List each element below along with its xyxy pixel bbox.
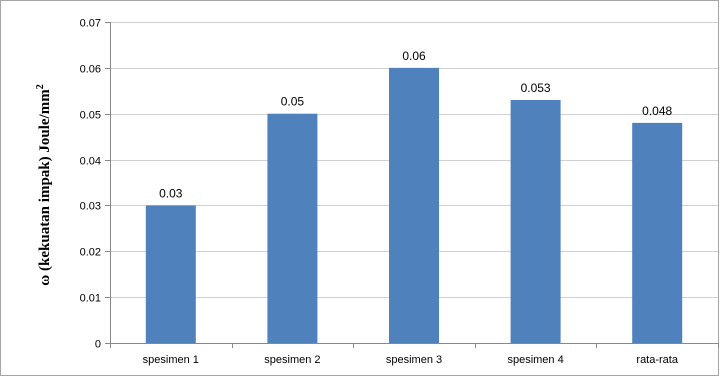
y-tick-label: 0.04 bbox=[80, 156, 101, 168]
y-tick-label: 0 bbox=[95, 339, 101, 351]
y-tick-label: 0.03 bbox=[80, 201, 101, 213]
data-label: 0.06 bbox=[402, 49, 426, 63]
bar bbox=[389, 67, 439, 343]
data-labels: 0.03 0.05 0.06 0.053 0.048 bbox=[159, 49, 672, 201]
data-label: 0.053 bbox=[521, 81, 551, 95]
data-label: 0.048 bbox=[642, 104, 672, 118]
x-axis-categories: spesimen 1 spesimen 2 spesimen 3 spesimen 4… bbox=[110, 343, 719, 366]
x-category-label: spesimen 3 bbox=[386, 354, 442, 366]
data-label: 0.03 bbox=[159, 186, 183, 200]
y-axis-ticks: 0 0.01 0.02 0.03 0.04 0.05 0.06 0.07 bbox=[80, 18, 111, 351]
bar bbox=[632, 122, 683, 343]
x-category-label: spesimen 1 bbox=[143, 354, 199, 366]
x-category-label: spesimen 4 bbox=[507, 354, 563, 366]
bar bbox=[510, 99, 561, 343]
y-tick-label: 0.01 bbox=[80, 293, 101, 305]
y-axis-title: ω (kekuatan impak) Joule/mm2 bbox=[35, 84, 53, 285]
bar bbox=[267, 113, 318, 343]
bars bbox=[145, 67, 683, 343]
x-category-label: rata-rata bbox=[636, 354, 678, 366]
y-tick-label: 0.07 bbox=[80, 18, 101, 30]
data-label: 0.05 bbox=[281, 95, 305, 109]
y-tick-label: 0.02 bbox=[80, 247, 101, 259]
x-category-label: spesimen 2 bbox=[264, 354, 320, 366]
y-tick-label: 0.05 bbox=[80, 110, 101, 122]
y-axis-title-superscript: 2 bbox=[35, 84, 46, 89]
bar bbox=[145, 205, 196, 343]
y-tick-label: 0.06 bbox=[80, 64, 101, 76]
y-axis-title-main: ω (kekuatan impak) Joule/mm bbox=[37, 89, 53, 286]
